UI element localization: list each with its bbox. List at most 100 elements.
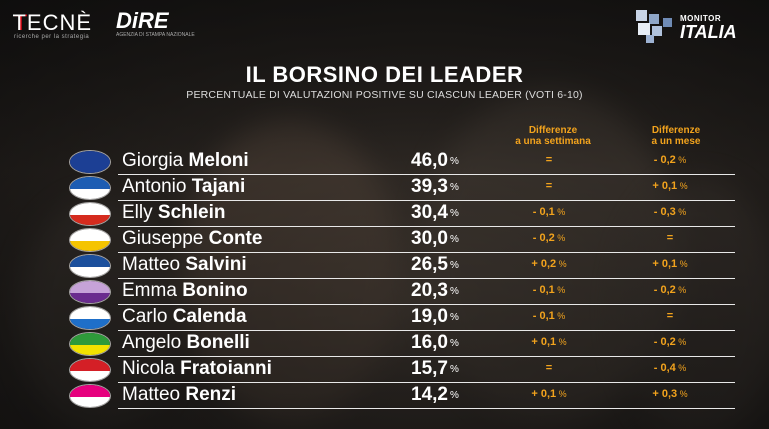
month-difference-value: - 0,4 xyxy=(653,362,676,374)
leader-last-name: Tajani xyxy=(191,176,246,197)
month-difference-value: - 0,2 xyxy=(653,154,676,166)
monitor-italia-logo: MONITOR ITALIA xyxy=(632,6,756,46)
month-difference-value: + 0,1 xyxy=(652,180,678,192)
leader-last-name: Fratoianni xyxy=(180,358,272,379)
row-divider xyxy=(118,278,735,279)
party-logo-icon xyxy=(70,281,110,303)
percent-unit: % xyxy=(450,260,459,271)
approval-value: 16,0 xyxy=(411,332,448,353)
week-column-header: Differenze a una settimana xyxy=(493,125,613,147)
percent-unit: % xyxy=(450,338,459,349)
leader-last-name: Schlein xyxy=(157,202,226,223)
week-difference-value: - 0,1 xyxy=(532,284,555,296)
month-difference: - 0,2 % xyxy=(630,336,710,348)
row-divider xyxy=(118,304,735,305)
week-header-line2: a una settimana xyxy=(515,136,591,147)
party-logo-icon xyxy=(70,203,110,225)
week-difference-unit: % xyxy=(554,233,566,243)
leader-last-name: Meloni xyxy=(188,150,249,171)
approval-value: 26,5 xyxy=(411,254,448,275)
leader-first-name: Nicola xyxy=(122,358,175,379)
row-divider xyxy=(118,252,735,253)
month-difference-value: - 0,2 xyxy=(653,284,676,296)
week-difference-value: - 0,1 xyxy=(532,206,555,218)
month-difference-value: = xyxy=(666,232,674,244)
month-difference-value: + 0,1 xyxy=(652,258,678,270)
week-difference-unit: % xyxy=(554,285,566,295)
cubes-icon xyxy=(636,10,672,43)
week-difference-unit: % xyxy=(556,389,567,399)
dire-logo-text: DiRE xyxy=(116,8,169,33)
leader-row: Matteo Salvini 26,5% + 0,2 % + 0,1 % xyxy=(70,253,735,279)
percent-unit: % xyxy=(450,312,459,323)
week-difference-unit: % xyxy=(556,259,567,269)
leader-row: Antonio Tajani 39,3% = + 0,1 % xyxy=(70,175,735,201)
leader-name: Matteo Salvini xyxy=(122,254,247,276)
week-difference-value: = xyxy=(545,154,553,166)
leader-row: Angelo Bonelli 16,0% + 0,1 % - 0,2 % xyxy=(70,331,735,357)
week-difference: - 0,1 % xyxy=(509,284,589,296)
week-difference-value: + 0,2 xyxy=(531,258,557,270)
percent-unit: % xyxy=(450,234,459,245)
percent-unit: % xyxy=(450,390,459,401)
month-difference: - 0,4 % xyxy=(630,362,710,374)
leader-name: Angelo Bonelli xyxy=(122,332,250,354)
leader-first-name: Matteo xyxy=(122,384,181,405)
week-difference-unit: % xyxy=(554,311,566,321)
month-difference-value: + 0,3 xyxy=(652,388,678,400)
month-difference-value: - 0,3 xyxy=(653,206,676,218)
leader-last-name: Bonino xyxy=(182,280,248,301)
leader-row: Nicola Fratoianni 15,7% = - 0,4 % xyxy=(70,357,735,383)
month-difference-unit: % xyxy=(677,259,688,269)
leader-last-name: Renzi xyxy=(185,384,237,405)
week-header-line1: Differenze xyxy=(528,125,578,136)
month-difference: + 0,1 % xyxy=(630,180,710,192)
dire-tagline: AGENZIA DI STAMPA NAZIONALE xyxy=(116,32,195,38)
leader-name: Matteo Renzi xyxy=(122,384,236,406)
tecne-logo: TTECNÈ ricerche per la strategia xyxy=(12,10,93,40)
party-logo-icon xyxy=(70,359,110,381)
month-difference-unit: % xyxy=(675,363,687,373)
leader-first-name: Elly xyxy=(122,202,153,223)
leader-first-name: Matteo xyxy=(122,254,181,275)
row-divider xyxy=(118,382,735,383)
week-difference-value: - 0,2 xyxy=(532,232,555,244)
leader-first-name: Angelo xyxy=(122,332,182,353)
leader-last-name: Salvini xyxy=(185,254,247,275)
approval-value: 15,7 xyxy=(411,358,448,379)
leader-name: Giorgia Meloni xyxy=(122,150,249,172)
party-logo-icon xyxy=(70,255,110,277)
leader-name: Giuseppe Conte xyxy=(122,228,262,250)
row-divider xyxy=(118,226,735,227)
week-difference-value: = xyxy=(545,180,553,192)
week-difference: + 0,1 % xyxy=(509,336,589,348)
week-difference-value: - 0,1 xyxy=(532,310,555,322)
week-difference: = xyxy=(509,362,589,374)
leader-row: Emma Bonino 20,3% - 0,1 % - 0,2 % xyxy=(70,279,735,305)
chart-subtitle: PERCENTUALE DI VALUTAZIONI POSITIVE SU C… xyxy=(186,89,583,101)
week-difference: = xyxy=(509,154,589,166)
month-difference-unit: % xyxy=(675,155,687,165)
week-difference: + 0,2 % xyxy=(509,258,589,270)
approval-value: 20,3 xyxy=(411,280,448,301)
leader-name: Emma Bonino xyxy=(122,280,248,302)
week-difference-unit: % xyxy=(554,207,566,217)
month-difference: - 0,2 % xyxy=(630,284,710,296)
row-divider xyxy=(118,356,735,357)
leader-first-name: Giorgia xyxy=(122,150,184,171)
month-difference: + 0,1 % xyxy=(630,258,710,270)
tecne-logo-text: TECNÈ xyxy=(12,10,93,35)
month-difference-unit: % xyxy=(675,337,687,347)
leader-last-name: Conte xyxy=(208,228,263,249)
leader-first-name: Carlo xyxy=(122,306,168,327)
party-logo-icon xyxy=(70,151,110,173)
approval-value: 19,0 xyxy=(411,306,448,327)
approval-value: 30,0 xyxy=(411,228,448,249)
leader-first-name: Emma xyxy=(122,280,177,301)
leader-name: Carlo Calenda xyxy=(122,306,247,328)
leader-row: Carlo Calenda 19,0% - 0,1 % = xyxy=(70,305,735,331)
week-difference: + 0,1 % xyxy=(509,388,589,400)
party-logo-icon xyxy=(70,229,110,251)
